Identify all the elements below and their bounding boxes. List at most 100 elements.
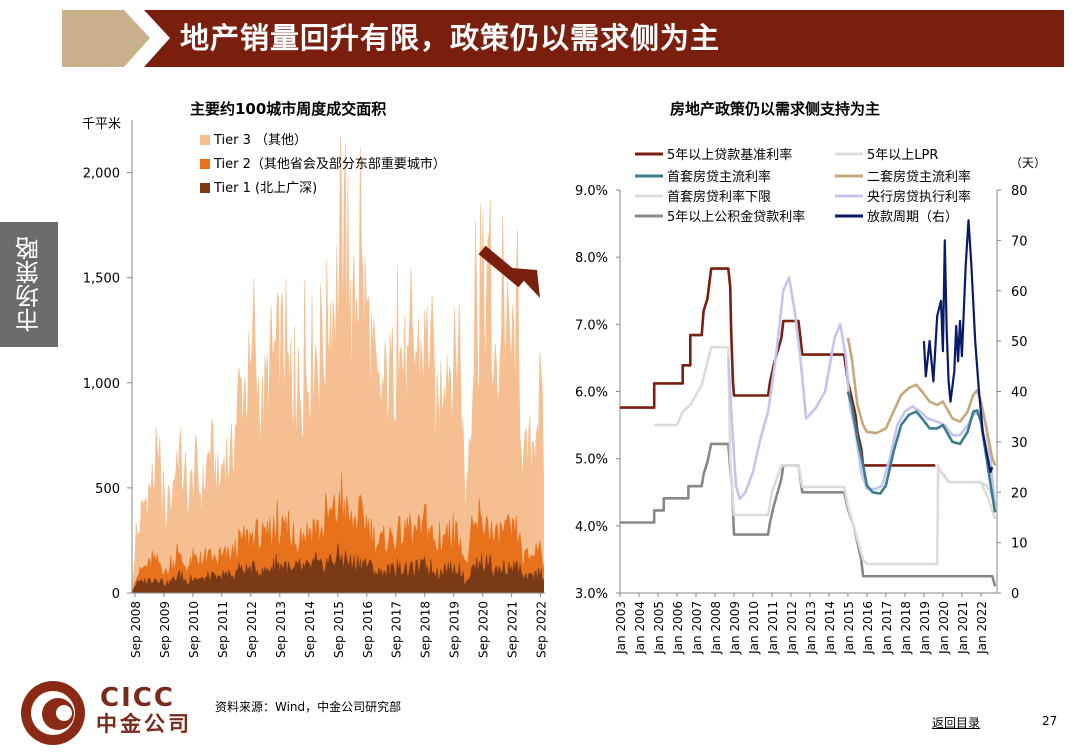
tier1-area <box>131 543 544 594</box>
left-x-tick-label: Sep 2019 <box>448 601 462 658</box>
right-x-tick-label: Jan 2019 <box>918 601 932 655</box>
right-x-tick-label: Jan 2006 <box>671 601 685 655</box>
left-y-tick-label: 1,000 <box>83 377 120 392</box>
left-y-tick-label: 2,000 <box>83 167 120 182</box>
sidebar-label: 市场策略 <box>15 236 44 333</box>
left-y-axis-label: 千平米 <box>82 117 121 132</box>
left-x-tick-label: Sep 2011 <box>216 601 230 658</box>
left-x-tick-label: Sep 2010 <box>187 601 201 658</box>
left-x-tick-label: Sep 2015 <box>332 601 346 658</box>
series-line-1 <box>620 267 936 467</box>
right-x-tick-label: Jan 2012 <box>785 601 799 655</box>
right-left-y-tick-label: 4.0% <box>575 520 608 535</box>
left-x-tick-label: Sep 2013 <box>274 601 288 658</box>
right-y-axis-unit: （天） <box>1010 156 1046 170</box>
right-x-tick-label: Jan 2016 <box>861 601 875 655</box>
left-x-tick-label: Sep 2017 <box>390 601 404 658</box>
right-x-tick-label: Jan 2013 <box>804 601 818 655</box>
right-left-y-tick-label: 3.0% <box>575 587 608 602</box>
series-line-3 <box>846 391 997 513</box>
right-right-y-tick-label: 40 <box>1011 386 1028 401</box>
company-name-cn: 中金公司 <box>96 712 192 736</box>
right-right-y-tick-label: 0 <box>1011 587 1019 602</box>
header-banner <box>62 10 1064 67</box>
left-x-tick-label: Sep 2014 <box>303 601 317 658</box>
right-right-y-tick-label: 50 <box>1011 335 1028 350</box>
right-x-tick-label: Jan 2009 <box>728 601 742 655</box>
sidebar-tab[interactable] <box>0 222 58 347</box>
left-chart-title: 主要约100城市周度成交面积 <box>190 100 387 118</box>
cicc-logo-icon <box>21 681 85 745</box>
right-x-tick-label: Jan 2020 <box>937 601 951 655</box>
right-x-tick-label: Jan 2014 <box>823 601 837 655</box>
right-legend-label-7: 5年以上公积金贷款利率 <box>667 209 805 225</box>
left-x-tick-label: Sep 2009 <box>158 601 172 658</box>
right-x-tick-label: Jan 2010 <box>747 601 761 655</box>
legend-label-2: Tier 2（其他省会及部分东部重要城市） <box>213 156 446 172</box>
legend-swatch-2 <box>200 159 210 169</box>
trend-arrow-head-icon <box>512 268 540 298</box>
legend-swatch-3 <box>200 183 210 193</box>
left-x-tick-label: Sep 2022 <box>535 601 549 658</box>
right-right-y-tick-label: 20 <box>1011 486 1028 501</box>
trend-arrow-shaft <box>478 245 526 288</box>
left-x-tick-label: Sep 2018 <box>419 601 433 658</box>
series-line-2 <box>936 467 997 507</box>
right-right-y-tick-label: 10 <box>1011 537 1028 552</box>
right-left-y-tick-label: 9.0% <box>575 184 608 199</box>
right-x-tick-label: Jan 2022 <box>975 601 989 655</box>
right-chart-title: 房地产政策仍以需求侧支持为主 <box>670 100 881 118</box>
left-y-tick-label: 1,500 <box>83 272 120 287</box>
right-right-y-tick-label: 80 <box>1011 184 1028 199</box>
company-name-en: CICC <box>100 683 175 713</box>
left-y-tick-label: 500 <box>95 482 120 497</box>
back-to-contents-link[interactable]: 返回目录 <box>932 716 981 730</box>
left-x-tick-label: Sep 2020 <box>477 601 491 658</box>
left-x-tick-label: Sep 2016 <box>361 601 375 658</box>
right-legend-label-3: 首套房贷主流利率 <box>667 169 771 185</box>
page-number: 27 <box>1042 714 1058 728</box>
right-legend-label-2: 5年以上LPR <box>867 148 938 163</box>
right-x-tick-label: Jan 2011 <box>766 601 780 655</box>
right-legend-label-4: 二套房贷主流利率 <box>867 169 971 185</box>
tier2-area <box>131 472 544 594</box>
tier3-area <box>131 136 544 594</box>
right-x-tick-label: Jan 2018 <box>899 601 913 655</box>
right-right-y-tick-label: 30 <box>1011 436 1028 451</box>
page-title: 地产销量回升有限，政策仍以需求侧为主 <box>180 21 721 55</box>
right-legend-label-1: 5年以上贷款基准利率 <box>667 147 792 163</box>
right-x-tick-label: Jan 2004 <box>633 601 647 655</box>
right-legend-label-5: 首套房贷利率下限 <box>667 189 771 205</box>
series-line-5 <box>654 345 997 566</box>
right-right-y-tick-label: 70 <box>1011 234 1028 249</box>
right-x-tick-label: Jan 2003 <box>614 601 628 655</box>
series-line-8 <box>922 219 994 474</box>
right-x-tick-label: Jan 2021 <box>956 601 970 655</box>
legend-swatch-1 <box>200 135 210 145</box>
right-left-y-tick-label: 6.0% <box>575 386 608 401</box>
right-x-tick-label: Jan 2017 <box>880 601 894 655</box>
right-legend-label-6: 央行房贷执行利率 <box>867 189 971 205</box>
right-x-tick-label: Jan 2007 <box>690 601 704 655</box>
left-x-tick-label: Sep 2021 <box>506 601 520 658</box>
source-note: 资料来源：Wind，中金公司研究部 <box>215 700 402 714</box>
right-legend-label-8: 放款周期（右） <box>867 210 958 225</box>
series-line-6 <box>727 276 997 506</box>
series-line-7 <box>620 442 997 587</box>
left-x-tick-label: Sep 2012 <box>245 601 259 658</box>
right-left-y-tick-label: 5.0% <box>575 453 608 468</box>
right-left-y-tick-label: 8.0% <box>575 251 608 266</box>
series-line-4 <box>846 337 997 466</box>
right-x-tick-label: Jan 2005 <box>652 601 666 655</box>
left-x-tick-label: Sep 2008 <box>129 601 143 658</box>
header-title-bar <box>144 10 1064 67</box>
header-tan-chevron <box>62 10 150 67</box>
legend-label-3: Tier 1 (北上广深) <box>213 181 317 196</box>
legend-label-1: Tier 3 （其他） <box>213 133 307 148</box>
right-left-y-tick-label: 7.0% <box>575 318 608 333</box>
right-right-y-tick-label: 60 <box>1011 285 1028 300</box>
right-x-tick-label: Jan 2015 <box>842 601 856 655</box>
right-x-tick-label: Jan 2008 <box>709 601 723 655</box>
